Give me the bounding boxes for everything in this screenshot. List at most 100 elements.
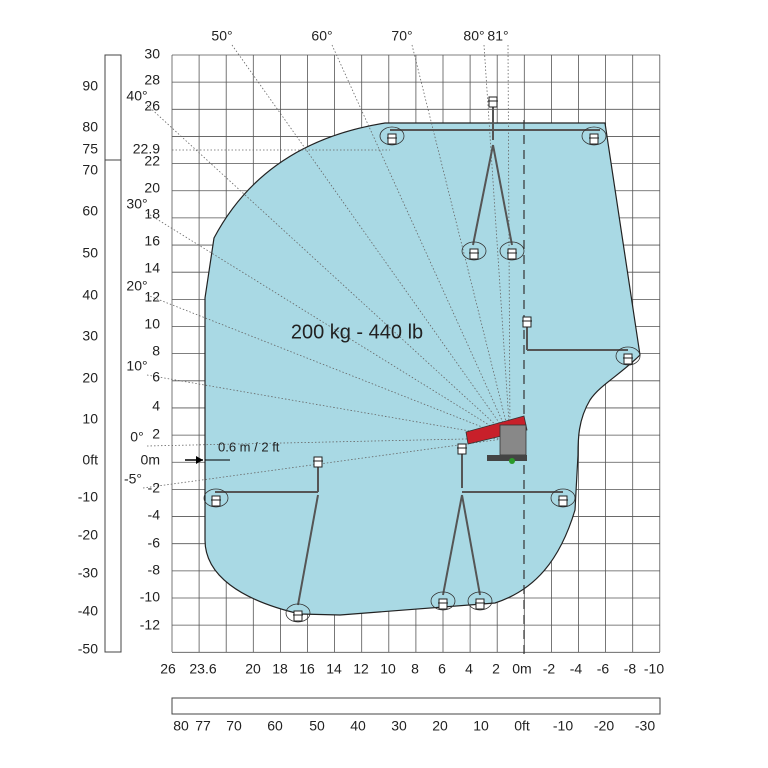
- offset-arrow: [185, 456, 230, 464]
- height-m-label: 0m: [141, 452, 160, 468]
- basket-outline: [499, 241, 525, 261]
- angle-line: [507, 44, 511, 439]
- reach-m-label: 18: [272, 661, 288, 677]
- angle-line: [142, 437, 511, 489]
- offset-label: 0.6 m / 2 ft: [218, 439, 280, 454]
- basket: [203, 488, 229, 508]
- height-m-label: 22.9: [133, 141, 160, 157]
- basket-body: [293, 610, 303, 622]
- reach-ft-label: 40: [350, 718, 366, 734]
- basket-outline: [461, 241, 487, 261]
- reach-m-label: -4: [570, 661, 583, 677]
- machine: [465, 415, 528, 464]
- height-ft-label: -50: [78, 641, 98, 657]
- basket-outline: [581, 126, 607, 146]
- angle-label: 20°: [126, 278, 147, 294]
- basket-outline: [285, 603, 311, 623]
- booms: [215, 105, 628, 606]
- reach-ft-label: 60: [267, 718, 283, 734]
- height-ft-label: 30: [82, 328, 98, 344]
- labels: 30282622.92220181614121086420m-2-4-6-8-1…: [78, 28, 665, 734]
- angle-label: 30°: [126, 196, 147, 212]
- basket: [461, 241, 487, 261]
- angle-label: 60°: [311, 28, 332, 44]
- height-m-label: 28: [144, 72, 160, 88]
- bottom-ft-ruler: [171, 697, 661, 715]
- reach-ft-label: -10: [553, 718, 573, 734]
- reach-ft-label: 20: [432, 718, 448, 734]
- reach-ft-label: 10: [473, 718, 489, 734]
- reach-ft-label: 70: [226, 718, 242, 734]
- height-ft-label: 10: [82, 411, 98, 427]
- angle-lines: [142, 44, 511, 489]
- basket: [467, 591, 493, 611]
- height-m-label: -4: [148, 507, 161, 523]
- reach-ft-label: 50: [309, 718, 325, 734]
- reach-ft-label: -20: [594, 718, 614, 734]
- height-ft-label: 90: [82, 78, 98, 94]
- basket: [550, 488, 576, 508]
- reach-ft-label: 77: [195, 718, 211, 734]
- reach-ft-label: -30: [635, 718, 655, 734]
- basket: [457, 443, 467, 455]
- reach-m-label: 26: [160, 661, 176, 677]
- basket-outline: [615, 346, 641, 366]
- basket-body: [313, 456, 323, 468]
- angle-label: 50°: [211, 28, 232, 44]
- height-m-label: -2: [148, 480, 161, 496]
- baskets: [203, 96, 641, 623]
- basket-body: [469, 248, 479, 260]
- height-ft-label: -40: [78, 603, 98, 619]
- height-m-label: 10: [144, 316, 160, 332]
- reach-ft-label: 80: [173, 718, 189, 734]
- height-m-label: -10: [140, 589, 160, 605]
- height-ft-label: -30: [78, 565, 98, 581]
- basket: [499, 241, 525, 261]
- basket-body: [211, 495, 221, 507]
- reach-ft-label: 30: [391, 718, 407, 734]
- load-label: 200 kg - 440 lb: [291, 321, 423, 343]
- height-ft-label: 70: [82, 162, 98, 178]
- angle-label: 0°: [130, 429, 143, 445]
- height-ft-label: 40: [82, 287, 98, 303]
- basket-body: [507, 248, 517, 260]
- reach-m-label: -2: [543, 661, 556, 677]
- height-m-label: -12: [140, 617, 160, 633]
- height-m-label: 22: [144, 153, 160, 169]
- angle-line: [146, 437, 511, 447]
- basket-body: [623, 353, 633, 365]
- height-ft-label: 20: [82, 370, 98, 386]
- basket-outline: [550, 488, 576, 508]
- height-m-label: 4: [152, 398, 160, 414]
- reach-m-label: 2: [492, 661, 500, 677]
- reach-m-label: 12: [353, 661, 369, 677]
- basket: [522, 316, 532, 328]
- basket-outline: [379, 126, 405, 146]
- reach-m-label: 23.6: [189, 661, 216, 677]
- height-ft-label: 50: [82, 245, 98, 261]
- height-ft-label: 0ft: [82, 452, 98, 468]
- basket-body: [589, 133, 599, 145]
- basket-outline: [430, 591, 456, 611]
- angle-label: 81°: [487, 28, 508, 44]
- reach-m-label: 0m: [512, 661, 531, 677]
- basket: [285, 603, 311, 623]
- reach-m-label: -10: [644, 661, 664, 677]
- height-m-label: 2: [152, 426, 160, 442]
- working-envelope: [204, 122, 641, 616]
- reach-m-label: -6: [597, 661, 610, 677]
- angle-label: 40°: [126, 88, 147, 104]
- height-m-label: -8: [148, 562, 161, 578]
- height-m-label: 12: [144, 289, 160, 305]
- reach-m-label: 8: [411, 661, 419, 677]
- height-ft-label: -10: [78, 489, 98, 505]
- basket-body: [558, 495, 568, 507]
- angle-line: [483, 44, 511, 439]
- angle-label: -5°: [124, 471, 142, 487]
- height-m-label: -6: [148, 535, 161, 551]
- basket: [615, 346, 641, 366]
- angle-label: 10°: [126, 358, 147, 374]
- height-ft-label: 75: [82, 141, 98, 157]
- basket: [379, 126, 405, 146]
